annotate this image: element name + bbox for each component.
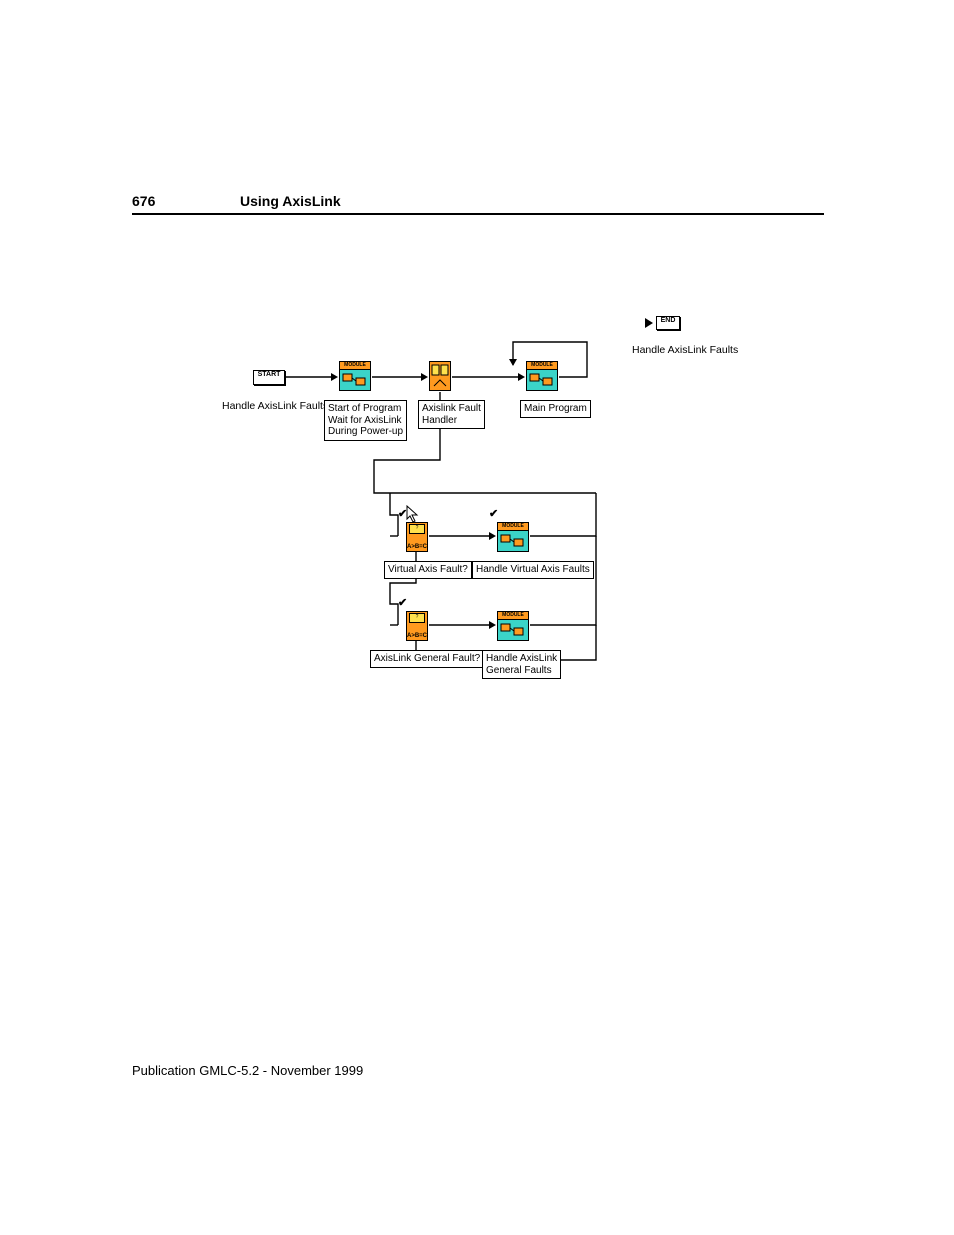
decision-block-general-fault: ? A>B=C bbox=[406, 611, 428, 641]
module-block-handle-virtual: MODULE bbox=[497, 522, 529, 552]
module-block-main-program: MODULE bbox=[526, 361, 558, 391]
start-label: START bbox=[258, 371, 281, 378]
checkmark-icon: ✔ bbox=[489, 507, 498, 520]
decision-block-virtual-axis: ? A>B=C bbox=[406, 522, 428, 552]
page-number: 676 bbox=[132, 193, 240, 209]
label-handle-virtual: Handle Virtual Axis Faults bbox=[472, 561, 594, 579]
publication-footer: Publication GMLC-5.2 - November 1999 bbox=[132, 1063, 363, 1078]
label-fault-handler: Axislink Fault Handler bbox=[418, 400, 485, 429]
page-header: 676 Using AxisLink bbox=[132, 193, 824, 215]
start-block: START bbox=[253, 370, 285, 385]
arrow-icon bbox=[518, 373, 525, 381]
module-header: MODULE bbox=[527, 362, 557, 370]
end-block: END bbox=[656, 316, 680, 330]
section-title: Using AxisLink bbox=[240, 193, 341, 209]
label-virtual-axis-fault: Virtual Axis Fault? bbox=[384, 561, 472, 579]
label-start-of-program: Start of Program Wait for AxisLink Durin… bbox=[324, 400, 407, 441]
caption-handle-faults-right: Handle AxisLink Faults bbox=[632, 344, 738, 357]
arrow-icon bbox=[509, 359, 517, 366]
label-axislink-general-fault: AxisLink General Fault? bbox=[370, 650, 484, 668]
cursor-icon bbox=[406, 505, 420, 523]
label-main-program: Main Program bbox=[520, 400, 591, 418]
module-block-handle-general: MODULE bbox=[497, 611, 529, 641]
label-handle-general: Handle AxisLink General Faults bbox=[482, 650, 561, 679]
checkmark-icon: ✔ bbox=[398, 596, 407, 609]
decision-text: A>B=C bbox=[407, 633, 427, 639]
arrow-icon bbox=[331, 373, 338, 381]
caption-handle-faults-left: Handle AxisLink Faults bbox=[222, 400, 328, 413]
end-label: END bbox=[661, 317, 676, 324]
arrow-icon bbox=[646, 319, 653, 327]
arrow-icon bbox=[421, 373, 428, 381]
decision-text: A>B=C bbox=[407, 544, 427, 550]
module-block-start-of-program: MODULE bbox=[339, 361, 371, 391]
arrow-icon bbox=[489, 532, 496, 540]
arrow-icon bbox=[489, 621, 496, 629]
module-header: MODULE bbox=[340, 362, 370, 370]
module-header: MODULE bbox=[498, 612, 528, 620]
decision-block-fault-handler bbox=[429, 361, 451, 391]
checkmark-icon: ✔ bbox=[398, 507, 407, 520]
flowchart-diagram: START END Handle AxisLink Faults Handle … bbox=[132, 300, 824, 720]
module-header: MODULE bbox=[498, 523, 528, 531]
